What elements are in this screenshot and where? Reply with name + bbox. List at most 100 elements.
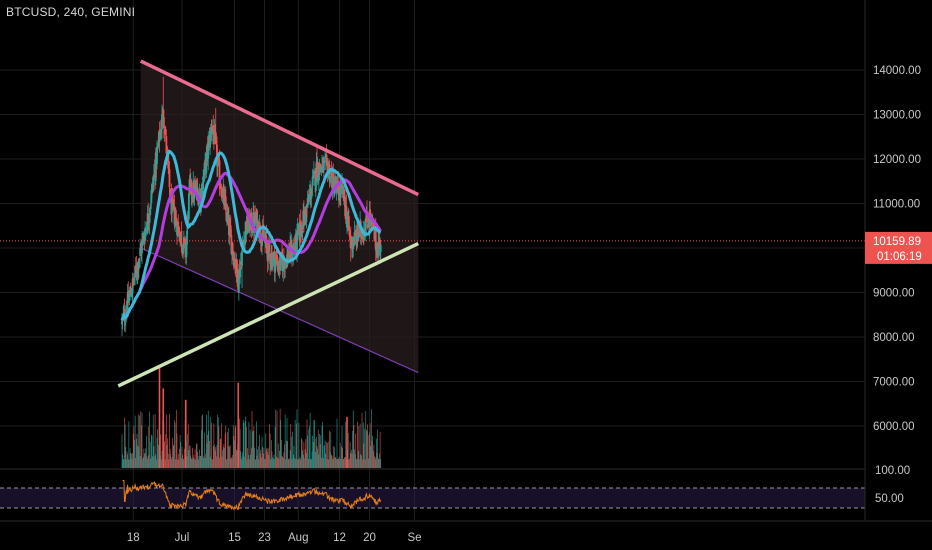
volume-bar: [326, 442, 327, 468]
candle-body: [326, 157, 328, 164]
candle-body: [138, 257, 141, 264]
volume-bar: [293, 446, 295, 468]
volume-bar: [173, 444, 175, 468]
volume-bar: [335, 456, 337, 468]
volume-bar: [359, 423, 361, 468]
candle-body: [323, 160, 326, 163]
volume-bar: [133, 425, 135, 468]
volume-bar: [358, 425, 360, 468]
candle-body: [209, 130, 212, 148]
volume-bar: [307, 458, 309, 468]
volume-bar: [166, 414, 167, 468]
candle-body: [362, 231, 365, 240]
price-tick-label: 11000.00: [873, 199, 920, 211]
volume-bar: [206, 414, 207, 468]
volume-bar: [297, 459, 298, 468]
candle-body: [145, 228, 148, 232]
candle-body: [321, 164, 323, 173]
candle-body: [205, 152, 208, 174]
volume-bar: [246, 426, 247, 468]
volume-bar: [306, 419, 308, 468]
volume-bar: [242, 452, 243, 468]
candle-body: [126, 292, 129, 314]
volume-bar: [230, 458, 232, 468]
volume-bar: [190, 455, 192, 468]
volume-bar: [221, 423, 222, 468]
volume-bar: [374, 456, 376, 468]
volume-bar: [149, 441, 151, 468]
candle-body: [186, 230, 188, 245]
candle-body: [314, 180, 317, 189]
volume-bar: [151, 434, 152, 468]
volume-bar: [316, 446, 318, 468]
candle-body: [324, 156, 327, 159]
candle-body: [244, 231, 247, 245]
candle-body: [156, 149, 158, 164]
candle-body: [127, 290, 130, 303]
candle-body: [364, 221, 367, 237]
volume-bar: [327, 443, 328, 468]
candle-body: [220, 188, 223, 197]
volume-bar: [367, 458, 369, 468]
candle-body: [149, 203, 152, 210]
volume-bar: [147, 458, 148, 468]
chart-title: BTCUSD, 240, GEMINI: [6, 5, 136, 19]
volume-bar: [315, 452, 317, 468]
candle-body: [172, 204, 175, 206]
volume-bar: [156, 437, 158, 468]
candle-body: [237, 270, 240, 292]
candle-body: [356, 224, 359, 238]
volume-bar: [195, 459, 197, 468]
candle-body: [213, 129, 216, 142]
candle-body: [229, 225, 232, 235]
upper-trendline: [139, 59, 420, 197]
candle-body: [354, 232, 357, 234]
candle-body: [201, 187, 204, 195]
volume-bar: [286, 418, 288, 468]
candle-body: [156, 146, 159, 148]
volume-bar: [167, 438, 168, 468]
volume-bar: [302, 450, 303, 468]
volume-peak-bar: [162, 388, 165, 468]
volume-bar: [244, 420, 246, 468]
volume-bar: [136, 433, 138, 468]
volume-bar: [300, 459, 302, 468]
volume-bar: [299, 456, 301, 468]
candle-body: [234, 258, 237, 269]
volume-bar: [332, 446, 334, 468]
volume-bar: [132, 433, 134, 468]
candle-body: [293, 246, 296, 250]
volume-bar: [150, 458, 152, 468]
candle-body: [131, 278, 134, 294]
candle-body: [322, 161, 325, 171]
volume-bar: [256, 421, 257, 468]
volume-bar: [248, 421, 250, 468]
volume-bar: [172, 437, 173, 468]
candle-body: [291, 255, 294, 258]
candle-body: [162, 109, 165, 116]
volume-bar: [274, 458, 275, 468]
candle-body: [219, 183, 222, 186]
volume-bar: [224, 447, 225, 468]
volume-bar: [198, 456, 200, 468]
volume-bar: [239, 428, 241, 468]
volume-bar: [131, 453, 132, 468]
volume-bar: [213, 423, 215, 468]
volume-bar: [336, 418, 338, 468]
volume-bar: [372, 451, 374, 468]
volume-bar: [154, 456, 155, 468]
volume-bar: [376, 438, 377, 468]
candle-body: [216, 160, 219, 167]
volume-bar: [302, 454, 304, 468]
volume-bar: [177, 459, 178, 468]
volume-bar: [283, 452, 285, 468]
volume-bar: [336, 459, 337, 468]
volume-bar: [246, 459, 248, 468]
candle-body: [154, 152, 157, 181]
volume-bar: [313, 420, 315, 468]
candle-body: [136, 274, 138, 275]
volume-bar: [146, 456, 148, 468]
volume-bar: [167, 453, 169, 468]
volume-bar: [252, 430, 254, 468]
